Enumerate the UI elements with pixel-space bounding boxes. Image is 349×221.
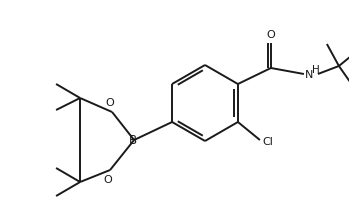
Text: H: H xyxy=(312,65,320,75)
Text: O: O xyxy=(106,98,114,108)
Text: B: B xyxy=(129,135,137,147)
Text: O: O xyxy=(267,30,275,40)
Text: N: N xyxy=(305,70,313,80)
Text: Cl: Cl xyxy=(262,137,273,147)
Text: O: O xyxy=(104,175,112,185)
